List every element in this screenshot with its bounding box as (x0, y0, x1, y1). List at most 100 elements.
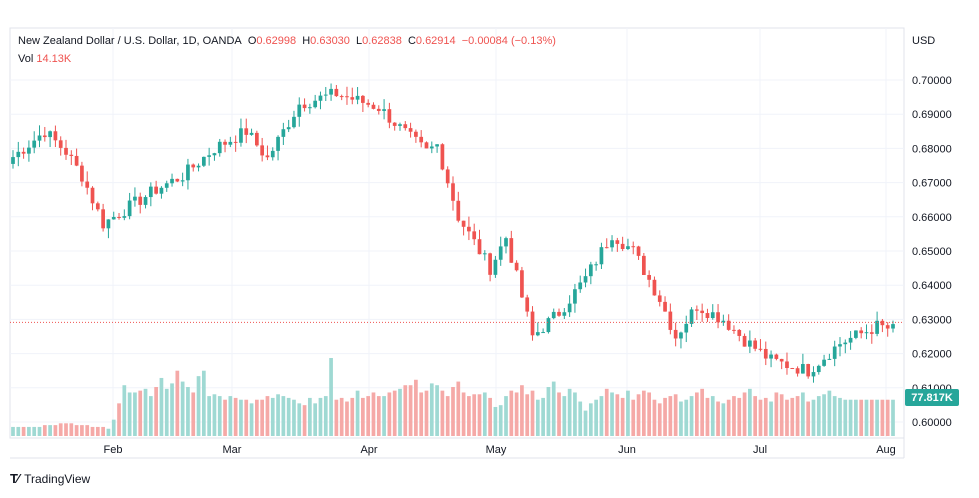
candle-body (334, 88, 339, 97)
candle-body (859, 330, 864, 334)
candle-body (684, 323, 689, 333)
candle-body (477, 239, 482, 255)
volume-bar (525, 394, 530, 436)
candle-body (668, 311, 673, 330)
volume-bar (557, 392, 561, 436)
candle-body (318, 95, 323, 101)
candle-body (186, 164, 190, 181)
candle-body (716, 312, 720, 323)
candle-body (228, 141, 233, 145)
candle-body (286, 127, 291, 130)
candle-body (885, 325, 890, 329)
volume-bar (270, 397, 275, 436)
volume-bar (551, 381, 556, 436)
candle-body (376, 108, 381, 111)
volume-bar (520, 385, 524, 436)
volume-bar (482, 392, 487, 436)
footer[interactable]: T⁄ TradingView (10, 471, 90, 486)
candle-body (180, 180, 185, 182)
volume-bar (535, 399, 540, 436)
volume-bar (785, 399, 789, 436)
volume-bar (477, 394, 482, 436)
volume-bar (334, 399, 339, 436)
volume-bar (679, 401, 683, 436)
candle-body (880, 320, 885, 326)
plot-frame (9, 27, 905, 439)
candle-body (530, 311, 535, 336)
candle-body (827, 358, 832, 360)
candle-body (196, 165, 201, 168)
candle-body (292, 116, 296, 128)
volume-bar (170, 383, 174, 436)
candle-body (122, 216, 127, 218)
candle-body (32, 140, 37, 148)
volume-bar (27, 426, 31, 436)
volume-bar (684, 399, 689, 436)
candle-body (838, 344, 842, 347)
volume-bar (795, 396, 800, 436)
volume-bar (541, 397, 545, 436)
volume-bar (604, 388, 609, 436)
candle-body (891, 324, 895, 329)
candle-body (255, 132, 259, 146)
volume-bar (504, 396, 508, 436)
candle-body (355, 95, 360, 100)
volume-bar (472, 394, 477, 436)
volume-bar (366, 396, 371, 436)
volume-bar (32, 426, 37, 436)
candle-body (801, 364, 805, 374)
volume-bar (313, 403, 318, 436)
candle-body (435, 144, 439, 147)
candle-body (467, 226, 471, 232)
volume-bar (133, 392, 137, 436)
volume-bar (212, 394, 217, 436)
candle-body (170, 178, 174, 184)
volume-legend: Vol 14.13K (18, 53, 71, 65)
volume-bar (583, 410, 588, 436)
candle-body (80, 165, 84, 182)
volume-bar (127, 392, 132, 436)
volume-bar (748, 388, 752, 436)
tradingview-logo-icon: T⁄ (10, 471, 19, 486)
candle-body (748, 340, 752, 347)
low-label: L (355, 35, 363, 47)
volume-bar (440, 390, 445, 436)
candle-body (143, 197, 148, 205)
candle-body (48, 131, 52, 138)
x-tick-label: Apr (360, 444, 377, 456)
volume-bar (48, 425, 52, 436)
volume-bar (408, 385, 413, 436)
x-tick-label: Aug (876, 444, 896, 456)
candle-body (424, 142, 429, 149)
volume-bar (451, 387, 455, 436)
candle-body (345, 96, 349, 98)
x-tick-label: Jun (618, 444, 636, 456)
volume-bar (159, 377, 164, 436)
candle-body (361, 95, 365, 103)
candle-body (249, 132, 254, 135)
candle-body (101, 209, 105, 229)
volume-bar (854, 399, 858, 436)
volume-bar (323, 396, 328, 436)
candle-body (726, 320, 731, 330)
candle-body (419, 136, 424, 143)
candle-body (822, 359, 826, 366)
volume-bar (806, 401, 811, 436)
candle-body (329, 88, 333, 95)
candle-body (763, 348, 768, 359)
x-tick-label: May (486, 444, 507, 456)
volume-bar (419, 392, 424, 436)
candle-body (281, 129, 286, 137)
candle-body (138, 196, 143, 205)
volume-bar (573, 392, 577, 436)
volume-bar (424, 390, 429, 436)
volume-label: Vol (18, 53, 34, 65)
candle-body (790, 368, 795, 370)
volume-bar (154, 387, 158, 436)
volume-bar (42, 425, 47, 436)
volume-bar (95, 426, 100, 436)
y-tick-label: 0.68000 (912, 143, 952, 155)
close-value: 0.62914 (415, 35, 456, 47)
candle-body (689, 309, 694, 324)
open-label: O (247, 35, 257, 47)
